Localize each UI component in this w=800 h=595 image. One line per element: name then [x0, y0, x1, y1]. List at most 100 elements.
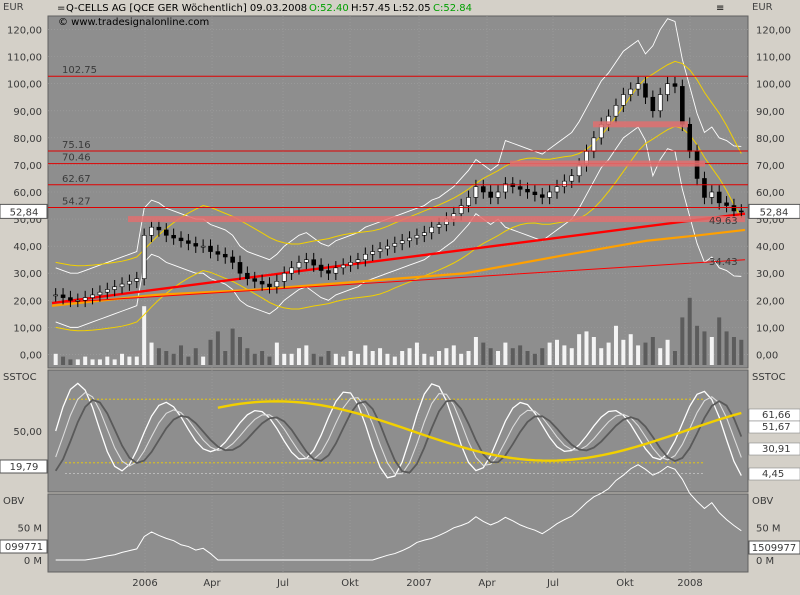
candle — [326, 270, 331, 274]
volume-bar — [562, 345, 567, 365]
last-price-right: 52,84 — [760, 207, 789, 218]
volume-bar — [164, 351, 169, 365]
obv-axis-label: 50 M — [17, 524, 42, 535]
candle — [422, 232, 427, 236]
sstoc-title: SSTOC — [3, 372, 37, 383]
volume-bar — [613, 325, 618, 365]
volume-bar — [577, 334, 582, 365]
volume-bar — [555, 339, 560, 365]
candle — [716, 191, 722, 204]
candle — [245, 272, 250, 279]
volume-bar — [378, 348, 383, 365]
open-value: O:52.40 — [309, 3, 349, 14]
candle — [53, 294, 58, 297]
volume-bar — [739, 339, 744, 365]
candle — [333, 267, 339, 274]
candle — [621, 94, 626, 106]
volume-bar — [75, 359, 80, 365]
candle — [355, 259, 361, 263]
price-axis-label-right: 40,00 — [756, 242, 785, 253]
price-axis-label-left: 60,00 — [13, 188, 42, 199]
candle — [650, 96, 656, 112]
candle — [281, 272, 287, 282]
price-axis-label-right: 70,00 — [756, 161, 785, 172]
candle — [635, 83, 641, 90]
candle — [97, 291, 103, 296]
volume-bar — [68, 359, 73, 365]
close-value: C:52.84 — [433, 3, 472, 14]
candle — [377, 248, 383, 252]
resistance-band — [510, 160, 705, 167]
volume-bar — [319, 356, 324, 365]
stoc-value: 30,91 — [762, 444, 791, 455]
volume-bar — [444, 348, 449, 365]
price-axis-label-right: 60,00 — [756, 188, 785, 199]
stoc-axis-label: 50,00 — [13, 427, 42, 438]
stoc-d-line — [55, 391, 742, 475]
candle — [554, 186, 560, 193]
candle — [163, 229, 169, 236]
volume-bar — [348, 351, 353, 365]
obv-axis-label-right: 50 M — [756, 524, 781, 535]
volume-bar — [496, 351, 501, 365]
candle — [171, 235, 176, 239]
candle — [215, 251, 221, 255]
price-axis-label-left: 100,00 — [7, 80, 42, 91]
window-button[interactable]: = — [57, 3, 65, 14]
candle — [466, 197, 471, 206]
volume-bar — [392, 356, 397, 365]
volume-bar — [599, 348, 604, 365]
stoc-k-line — [55, 382, 742, 479]
volume-bar — [437, 351, 442, 365]
trend-label: 34.43 — [709, 257, 738, 268]
last-price-box-right — [748, 203, 800, 219]
volume-bar — [97, 359, 102, 365]
candle — [613, 105, 619, 117]
volume-bar — [695, 325, 700, 365]
volume-bar — [451, 345, 456, 365]
candle — [340, 264, 346, 269]
candle — [458, 205, 464, 214]
window-menu-button[interactable]: ≡ — [716, 3, 724, 14]
obv-panel[interactable] — [47, 493, 749, 573]
candle — [562, 180, 567, 187]
volume-bar — [355, 353, 360, 365]
candle — [200, 245, 206, 248]
price-axis-label-left: 50,00 — [13, 215, 42, 226]
candle — [495, 191, 501, 198]
price-axis-label-left: 10,00 — [13, 323, 42, 334]
candle — [488, 191, 493, 198]
volume-bar — [518, 345, 523, 365]
volume-bar — [326, 351, 331, 365]
candle — [252, 278, 258, 282]
volume-bar — [422, 353, 427, 365]
obv-axis-label: 0 M — [24, 556, 42, 567]
volume-bar — [643, 342, 648, 365]
volume-bar — [569, 348, 574, 365]
hline-label: 70.46 — [62, 153, 91, 164]
volume-bar — [621, 339, 626, 365]
high-value: H:57.45 — [351, 3, 391, 14]
volume-bar — [672, 351, 677, 365]
hline-label: 54.27 — [62, 197, 91, 208]
candle — [75, 300, 81, 302]
volume-bar — [473, 337, 478, 365]
time-axis-label: 2008 — [677, 578, 702, 589]
candle — [60, 294, 66, 298]
candle — [724, 202, 729, 206]
time-axis-label: Okt — [616, 578, 634, 589]
volume-bar — [525, 351, 530, 365]
price-axis-label-left: 70,00 — [13, 161, 42, 172]
candle — [525, 188, 530, 193]
obv-axis-label-right: 0 M — [756, 556, 774, 567]
stoc-value: 51,67 — [762, 422, 791, 433]
price-axis-label-left: 20,00 — [13, 296, 42, 307]
volume-bar — [724, 331, 729, 365]
candle — [702, 178, 707, 198]
volume-bar — [179, 345, 184, 365]
candle — [517, 186, 523, 190]
price-panel[interactable] — [47, 15, 749, 369]
last-price-box-left — [0, 203, 48, 219]
resistance-band — [128, 216, 745, 223]
